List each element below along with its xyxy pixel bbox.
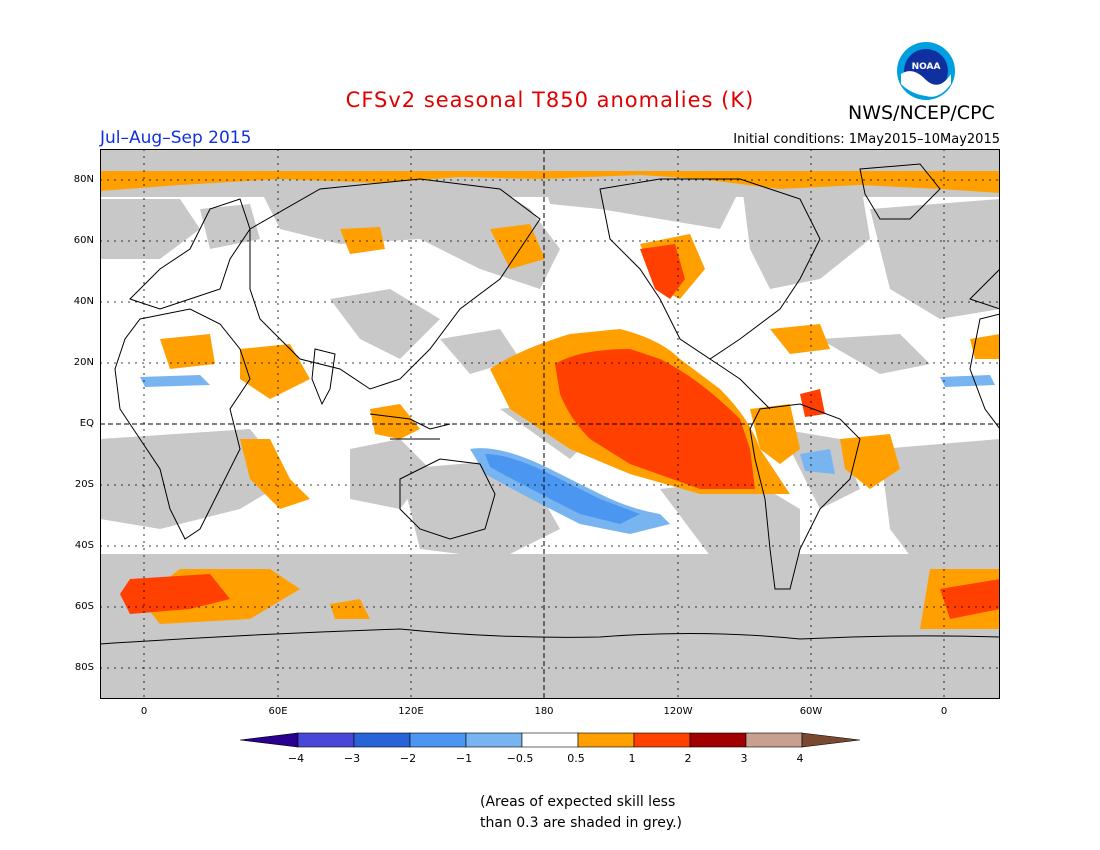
lon-label: 120W [664,706,693,717]
colorbar-segment [354,733,410,747]
lon-label: 60E [268,706,287,717]
colorbar-tick-label: 1 [629,752,636,765]
lat-label: EQ [60,418,94,429]
colorbar-segment [746,733,802,747]
colorbar [238,730,862,750]
colorbar-segment [690,733,746,747]
lon-label: 120E [398,706,423,717]
colorbar-tick-label: −4 [288,752,304,765]
colorbar-tick-label: −1 [456,752,472,765]
colorbar-segment [466,733,522,747]
footnote-line: than 0.3 are shaded in grey.) [480,813,682,834]
lon-label: 0 [941,706,947,717]
colorbar-segment [410,733,466,747]
lon-label: 180 [534,706,553,717]
lon-label: 0 [141,706,147,717]
colorbar-segment [522,733,578,747]
colorbar-tick-label: −0.5 [507,752,534,765]
lat-label: 20S [60,479,94,490]
colorbar-tick-label: −3 [344,752,360,765]
colorbar-segment [802,733,860,747]
lat-label: 40S [60,540,94,551]
lat-label: 80S [60,662,94,673]
footnote-line: (Areas of expected skill less [480,792,682,813]
colorbar-tick-label: 2 [685,752,692,765]
lon-label: 60W [800,706,823,717]
colorbar-tick-label: 4 [797,752,804,765]
lat-label: 60N [60,235,94,246]
logo-text: NOAA [912,62,941,72]
lat-label: 40N [60,296,94,307]
initial-conditions-label: Initial conditions: 1May2015–10May2015 [733,132,1000,147]
colorbar-tick-label: −2 [400,752,416,765]
noaa-logo-icon: NOAA [895,40,957,102]
lat-label: 60S [60,601,94,612]
lat-label: 20N [60,357,94,368]
colorbar-segment [634,733,690,747]
colorbar-tick-label: 3 [741,752,748,765]
anomaly-map [100,149,1000,699]
colorbar-tick-label: 0.5 [567,752,585,765]
colorbar-segment [240,733,298,747]
lat-label: 80N [60,174,94,185]
skill-footnote: (Areas of expected skill less than 0.3 a… [480,792,682,834]
season-label: Jul–Aug–Sep 2015 [100,128,251,148]
agency-label: NWS/NCEP/CPC [848,102,995,124]
colorbar-segment [298,733,354,747]
colorbar-segment [578,733,634,747]
